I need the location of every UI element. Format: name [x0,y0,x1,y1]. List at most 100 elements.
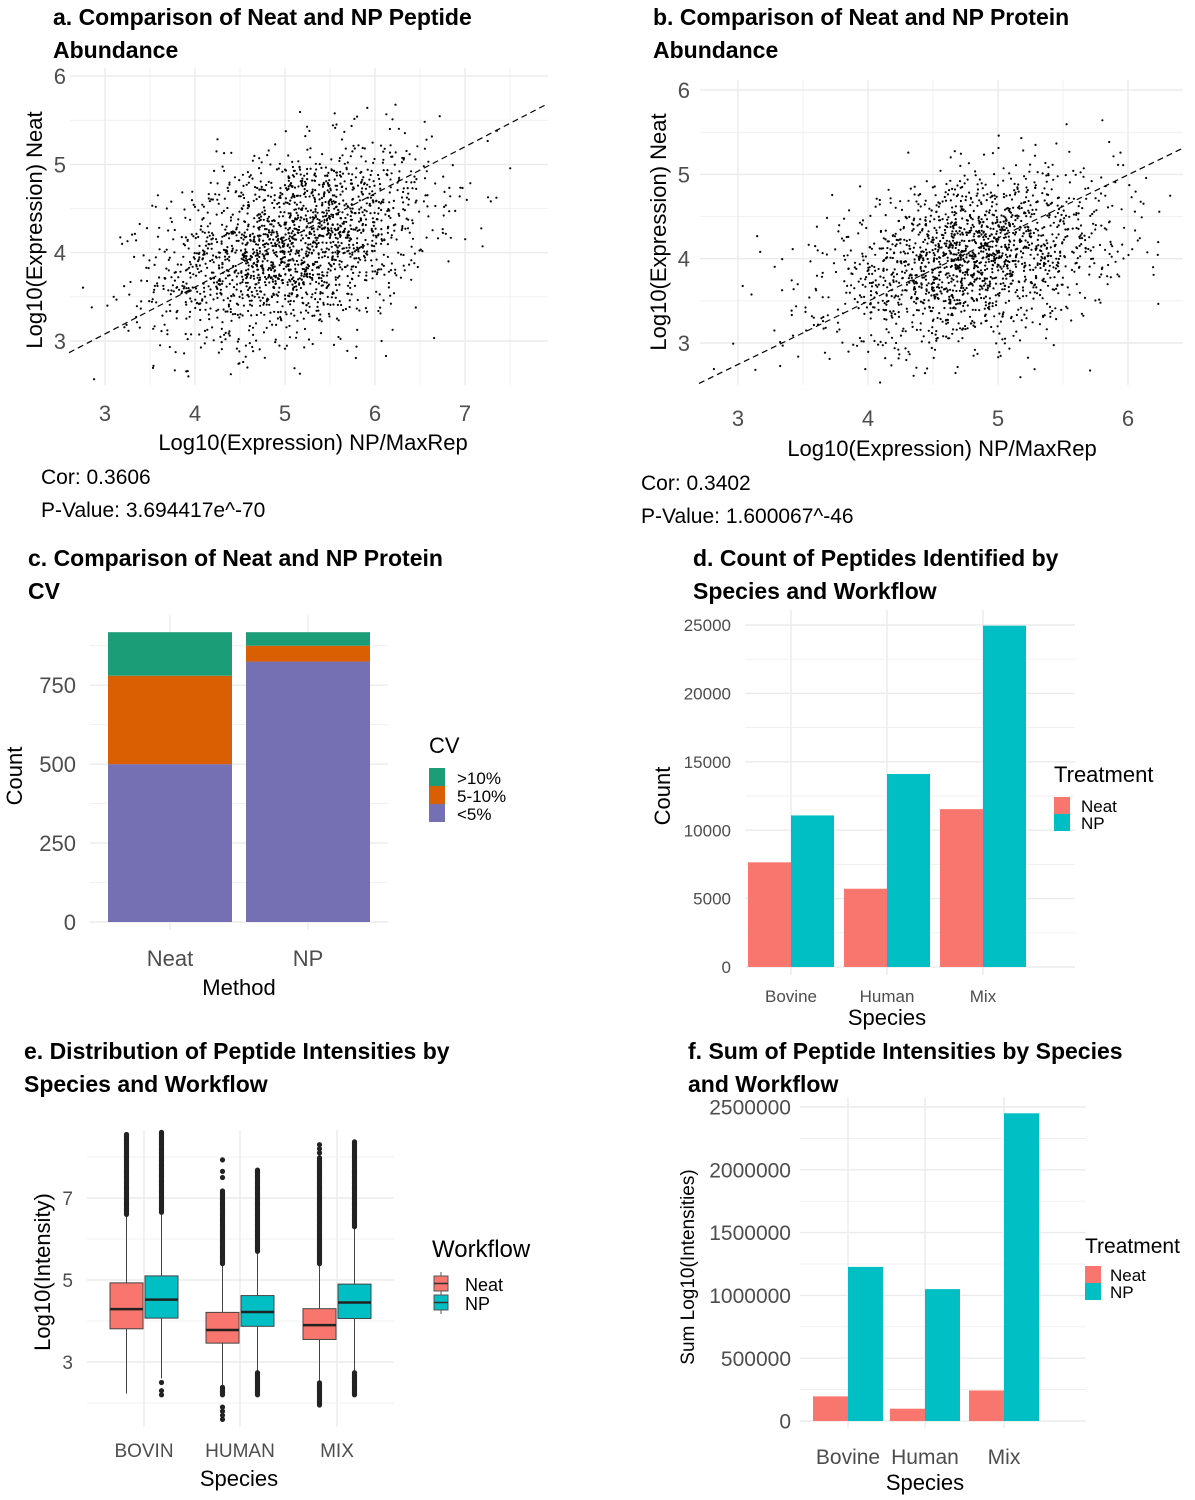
scatter-point [994,197,997,200]
scatter-point [790,313,793,317]
scatter-point [238,179,241,182]
scatter-point [173,369,176,372]
scatter-point [994,221,997,225]
scatter-point [447,260,450,263]
scatter-point [1145,176,1148,180]
scatter-point [210,238,213,241]
scatter-point [240,270,243,273]
scatter-point [886,256,889,259]
scatter-point [1031,208,1034,211]
box-neat-mix [302,1142,337,1408]
scatter-point [223,333,226,336]
scatter-point [987,237,990,240]
scatter-point [962,257,965,261]
box-neat-human [205,1157,240,1422]
scatter-point [924,274,927,277]
scatter-point [1046,242,1049,245]
scatter-point [326,271,329,274]
scatter-point [328,203,331,206]
scatter-point [956,184,959,187]
scatter-point [899,334,903,337]
scatter-point [255,198,258,201]
scatter-point [322,193,326,196]
scatter-point [276,202,279,205]
scatter-point [1001,288,1004,291]
scatter-point [889,197,892,200]
scatter-point [258,348,261,351]
scatter-point [128,293,131,296]
scatter-point [250,274,253,277]
scatter-point [382,299,385,302]
scatter-point [283,261,286,264]
scatter-point [241,275,244,278]
scatter-point [189,310,192,313]
scatter-point [888,282,891,285]
scatter-point [400,228,403,232]
scatter-point [988,248,991,251]
scatter-point [1008,194,1012,197]
scatter-point [994,253,997,256]
scatter-point [1139,200,1142,203]
scatter-point [292,276,295,279]
scatter-point [978,235,981,238]
scatter-point [187,375,190,378]
scatter-point [258,226,261,229]
scatter-point [904,347,907,350]
scatter-point [959,199,963,203]
scatter-point [280,257,283,260]
scatter-point [956,302,960,305]
scatter-point [371,270,374,273]
scatter-point [272,292,275,295]
scatter-point [1021,286,1025,289]
scatter-point [182,242,185,246]
scatter-point [346,264,349,267]
scatter-point [1083,296,1087,299]
scatter-point [1020,219,1023,223]
scatter-point [184,236,187,239]
scatter-point [183,208,186,211]
scatter-point [999,265,1002,268]
scatter-point [867,266,870,269]
scatter-point [248,175,251,178]
scatter-point [984,261,988,264]
scatter-point [965,195,968,198]
scatter-point [1022,149,1025,152]
scatter-point [227,305,230,308]
scatter-point [324,215,327,218]
scatter-point [1036,263,1039,267]
scatter-point [945,265,948,268]
scatter-point [434,182,437,185]
scatter-point [916,224,919,227]
scatter-point [1022,232,1025,235]
scatter-point [845,236,848,239]
scatter-point [323,218,326,222]
scatter-point [863,312,866,315]
scatter-point [908,274,911,277]
scatter-point [978,199,981,202]
scatter-point [945,318,948,321]
scatter-point [904,252,907,255]
scatter-point [1006,207,1010,210]
scatter-point [148,300,151,303]
scatter-point [311,188,314,191]
scatter-point [384,213,387,216]
scatter-point [235,226,238,229]
scatter-point [329,189,332,192]
scatter-point [388,201,391,204]
scatter-point [207,193,210,196]
scatter-point [262,199,265,202]
scatter-point [920,250,923,253]
scatter-point [357,248,360,251]
scatter-point [402,253,405,257]
scatter-point [988,234,991,238]
scatter-point [970,322,973,325]
scatter-point [1128,184,1131,187]
scatter-point [868,281,872,285]
scatter-point [949,179,952,182]
scatter-point [1026,241,1029,244]
scatter-point [165,248,168,251]
panel-f-grouped-bar: f. Sum of Peptide Intensities by Species… [678,1038,1180,1495]
scatter-point [973,280,976,283]
scatter-point [984,183,987,186]
scatter-point [289,199,292,202]
